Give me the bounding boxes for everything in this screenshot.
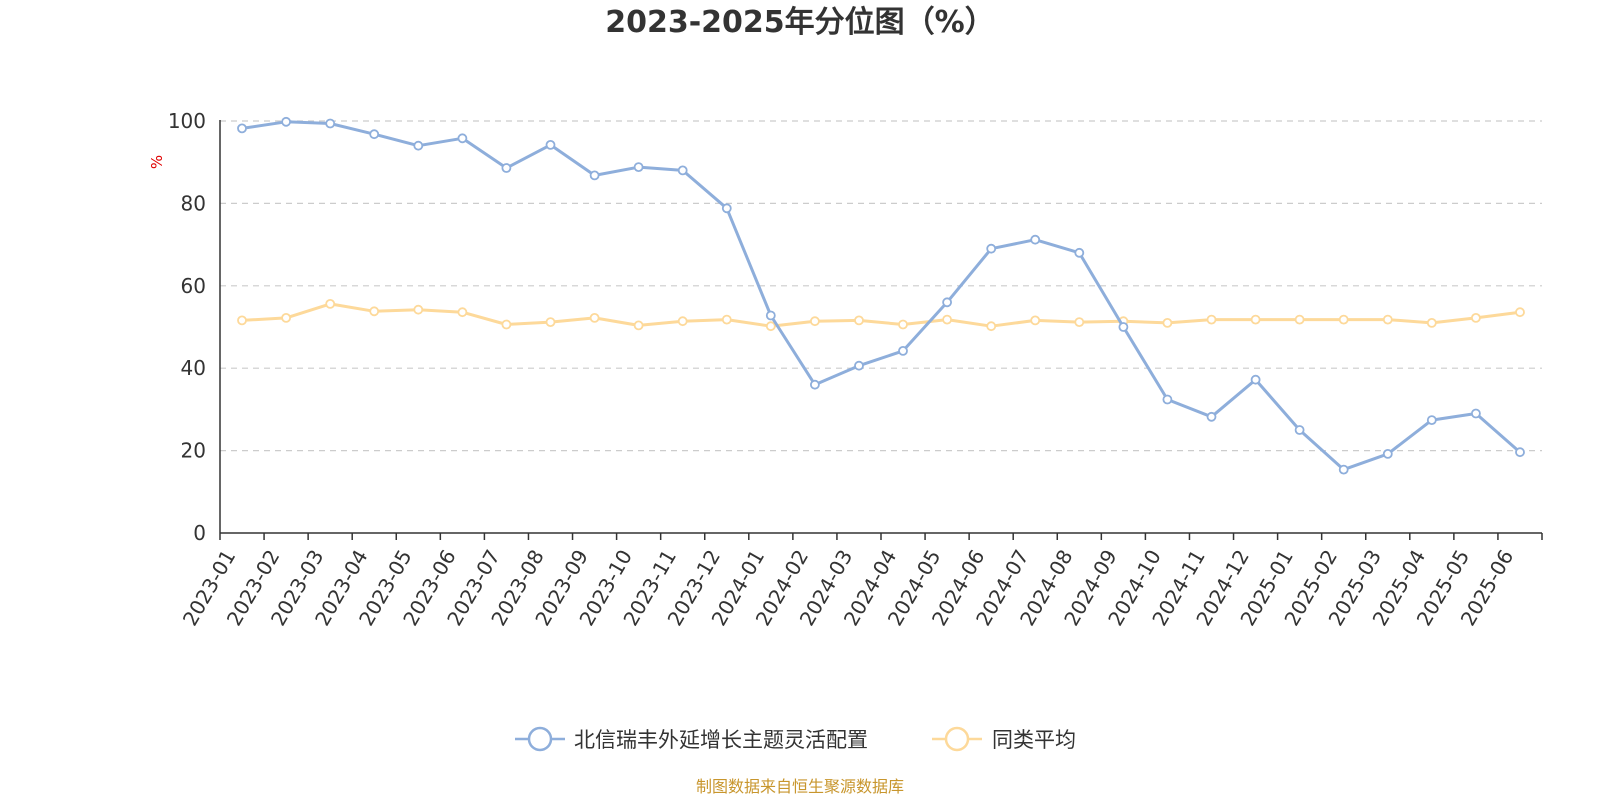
series-2-point — [1074, 317, 1085, 328]
series-2-point — [1294, 314, 1305, 325]
series-1-point — [281, 116, 292, 127]
y-tick-label-0: 0 — [193, 521, 206, 545]
series-1-point — [1206, 411, 1217, 422]
legend-marker-series1 — [527, 726, 553, 752]
series-2-point — [1338, 314, 1349, 325]
series-1-point — [942, 297, 952, 308]
grid-lines — [220, 120, 1542, 452]
y-tick-label-80: 80 — [181, 191, 206, 215]
series-1-point — [1074, 247, 1085, 258]
series-2-point — [1162, 317, 1173, 328]
y-tick-label-20: 20 — [181, 439, 206, 463]
series-2-point — [1382, 314, 1393, 325]
series-2-point — [1515, 307, 1525, 318]
series-2-point — [545, 317, 556, 328]
series-1-point — [545, 139, 556, 150]
series-2-point — [1206, 314, 1217, 325]
series-2-point — [854, 315, 864, 326]
series-2-point — [633, 320, 644, 331]
series-1-point — [1382, 448, 1393, 459]
series-2-point — [1250, 314, 1261, 325]
legend: 北信瑞丰外延增长主题灵活配置 同类平均 — [515, 726, 1076, 752]
series-1-point — [413, 140, 424, 151]
series-1-point — [1471, 408, 1481, 419]
series-2-point — [1426, 317, 1437, 328]
legend-item-series1[interactable]: 北信瑞丰外延增长主题灵活配置 — [515, 726, 868, 752]
series-1-point — [633, 162, 644, 173]
series-2-point — [898, 319, 908, 330]
series-1-point — [898, 345, 908, 356]
series-2-point — [1471, 312, 1481, 323]
chart-title: 2023-2025年分位图（%） — [605, 5, 995, 40]
series-2-point — [457, 307, 468, 318]
legend-item-series2[interactable]: 同类平均 — [932, 726, 1076, 752]
series-2-point — [325, 298, 336, 309]
series-1-point — [1338, 464, 1349, 475]
series-1-point — [1118, 322, 1129, 332]
series-2-point — [942, 314, 952, 325]
legend-label-series2: 同类平均 — [992, 728, 1076, 752]
series-1-point — [765, 310, 776, 321]
series-1-point — [1294, 425, 1305, 435]
series-2-point — [413, 304, 424, 315]
series-1-point — [1250, 374, 1261, 385]
series-2-point — [369, 306, 380, 317]
series-2-point — [237, 315, 247, 326]
series-1-point — [986, 243, 997, 254]
series-1-point — [501, 163, 512, 173]
series-1-point — [1426, 415, 1437, 426]
series-2-point — [721, 314, 732, 325]
series-1-point — [1162, 394, 1173, 405]
series-1-point — [1515, 447, 1525, 458]
series-layer — [237, 116, 1525, 475]
series-1-point — [237, 123, 247, 134]
series-1-point — [1030, 234, 1041, 245]
series-1-point — [810, 379, 820, 390]
legend-label-series1: 北信瑞丰外延增长主题灵活配置 — [574, 728, 868, 752]
y-tick-label-40: 40 — [181, 356, 206, 380]
source-note: 制图数据来自恒生聚源数据库 — [696, 777, 904, 796]
series-2-point — [501, 319, 512, 330]
series-2-point — [589, 312, 600, 323]
legend-marker-series2 — [944, 726, 970, 752]
series-2-point — [986, 321, 997, 332]
y-tick-label-60: 60 — [181, 274, 206, 298]
series-1-point — [369, 129, 380, 140]
y-tick-label-100: 100 — [168, 109, 206, 133]
series-2-point — [1030, 315, 1041, 326]
series-2-point — [810, 316, 820, 327]
series-line-1 — [240, 120, 1522, 472]
series-1-point — [457, 133, 468, 144]
series-1-point — [854, 360, 864, 371]
series-1-point — [677, 165, 688, 176]
y-axis-unit: % — [148, 155, 166, 169]
series-2-point — [765, 321, 776, 332]
series-line-2 — [240, 302, 1522, 328]
axes: 0204060801002023-012023-022023-032023-04… — [168, 109, 1543, 630]
series-1-point — [325, 118, 336, 129]
series-1-point — [721, 203, 732, 214]
series-1-point — [589, 170, 600, 181]
series-2-point — [281, 312, 292, 323]
series-2-point — [677, 316, 688, 327]
